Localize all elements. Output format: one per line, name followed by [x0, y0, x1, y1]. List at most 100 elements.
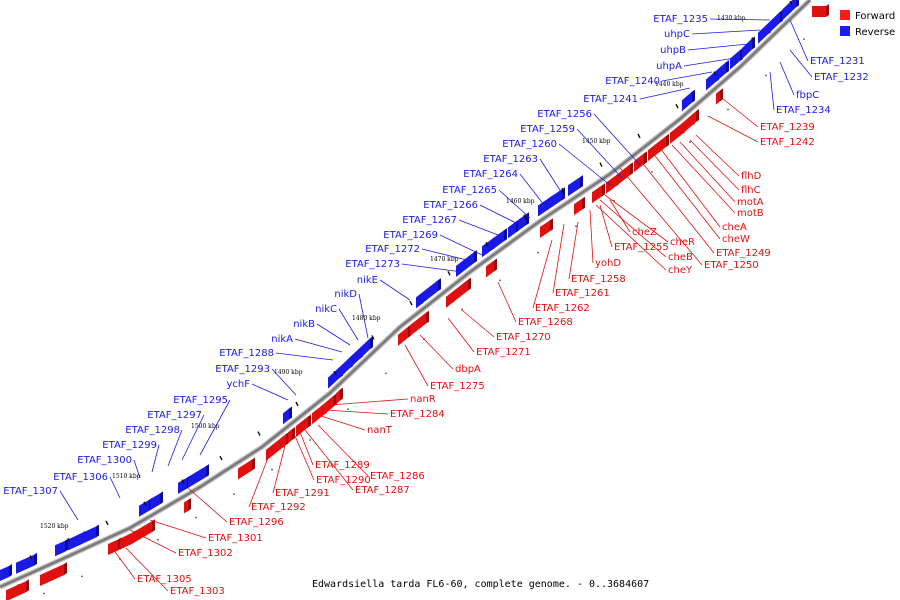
gene-label[interactable]: motB	[737, 208, 764, 219]
forward-gene[interactable]	[108, 539, 118, 556]
reverse-gene[interactable]	[350, 347, 360, 369]
reverse-gene[interactable]	[188, 466, 206, 489]
gene-label[interactable]: ETAF_1300	[77, 455, 132, 466]
gene-label[interactable]: ETAF_1305	[137, 574, 192, 585]
reverse-gene[interactable]	[178, 477, 187, 494]
gene-label[interactable]: ETAF_1263	[483, 154, 538, 165]
reverse-gene[interactable]	[492, 230, 504, 250]
gene-label[interactable]: cheB	[668, 252, 693, 263]
reverse-gene[interactable]	[768, 11, 780, 35]
gene-label[interactable]: ETAF_1261	[555, 288, 610, 299]
gene-label[interactable]: flhC	[741, 185, 761, 196]
reverse-gene[interactable]	[730, 50, 740, 70]
gene-label[interactable]: cheW	[722, 234, 750, 245]
reverse-gene[interactable]	[538, 197, 550, 217]
forward-gene[interactable]	[486, 260, 494, 278]
forward-gene[interactable]	[812, 6, 826, 17]
gene-label[interactable]: ETAF_1296	[229, 517, 284, 528]
gene-label[interactable]: ETAF_1307	[3, 486, 58, 497]
gene-label[interactable]: ETAF_1302	[178, 548, 233, 559]
reverse-gene[interactable]	[328, 366, 340, 389]
gene-label[interactable]: ETAF_1298	[125, 425, 180, 436]
gene-label[interactable]: ETAF_1273	[345, 259, 400, 270]
reverse-gene[interactable]	[716, 62, 726, 82]
forward-gene[interactable]	[540, 220, 550, 238]
forward-gene[interactable]	[288, 429, 292, 444]
gene-label[interactable]: ETAF_1306	[53, 472, 108, 483]
reverse-gene[interactable]	[55, 540, 65, 557]
gene-label[interactable]: fbpC	[796, 90, 819, 101]
gene-label[interactable]: ETAF_1288	[219, 348, 274, 359]
forward-gene[interactable]	[592, 185, 602, 204]
gene-label[interactable]: ETAF_1260	[502, 139, 557, 150]
gene-label[interactable]: cheZ	[632, 227, 657, 238]
gene-label[interactable]: ETAF_1286	[370, 471, 425, 482]
gene-label[interactable]: flhD	[741, 171, 762, 182]
gene-label[interactable]: nikC	[315, 304, 337, 315]
forward-gene[interactable]	[6, 585, 16, 600]
forward-gene[interactable]	[336, 389, 340, 405]
gene-label[interactable]: dbpA	[455, 364, 481, 375]
forward-gene[interactable]	[634, 153, 644, 173]
gene-label[interactable]: uhpC	[664, 29, 690, 40]
forward-gene[interactable]	[616, 164, 630, 187]
gene-label[interactable]: uhpB	[660, 45, 686, 56]
forward-gene[interactable]	[266, 437, 282, 461]
gene-label[interactable]: ETAF_1267	[402, 215, 457, 226]
forward-gene[interactable]	[40, 564, 64, 586]
gene-label[interactable]: ychF	[226, 379, 250, 390]
gene-label[interactable]: ETAF_1272	[365, 244, 420, 255]
gene-label[interactable]: motA	[737, 197, 764, 208]
forward-gene[interactable]	[296, 416, 308, 437]
reverse-gene[interactable]	[550, 189, 562, 209]
gene-label[interactable]: ETAF_1284	[390, 409, 445, 420]
reverse-gene[interactable]	[420, 280, 438, 306]
reverse-gene[interactable]	[340, 357, 350, 378]
gene-label[interactable]: ETAF_1292	[251, 502, 306, 513]
gene-label[interactable]: ETAF_1235	[653, 14, 708, 25]
gene-label[interactable]: ETAF_1241	[583, 94, 638, 105]
gene-label[interactable]: ETAF_1287	[355, 485, 410, 496]
gene-label[interactable]: ETAF_1303	[170, 586, 225, 597]
reverse-gene[interactable]	[78, 526, 96, 546]
forward-gene[interactable]	[648, 136, 666, 162]
reverse-gene[interactable]	[456, 252, 474, 277]
gene-label[interactable]: nanT	[367, 425, 393, 436]
gene-label[interactable]: nanR	[410, 394, 436, 405]
gene-label[interactable]: nikB	[293, 319, 315, 330]
gene-label[interactable]: ETAF_1240	[605, 76, 660, 87]
gene-label[interactable]: uhpA	[656, 61, 682, 72]
reverse-gene[interactable]	[758, 23, 768, 44]
gene-label[interactable]: ETAF_1293	[215, 364, 270, 375]
forward-gene[interactable]	[446, 292, 452, 308]
gene-label[interactable]: ETAF_1232	[814, 72, 869, 83]
reverse-gene[interactable]	[482, 238, 492, 258]
gene-label[interactable]: ETAF_1299	[102, 440, 157, 451]
gene-label[interactable]: ETAF_1256	[537, 109, 592, 120]
gene-label[interactable]: cheA	[722, 222, 747, 233]
gene-label[interactable]: ETAF_1289	[315, 460, 370, 471]
gene-label[interactable]: ETAF_1269	[383, 230, 438, 241]
reverse-gene[interactable]	[782, 0, 796, 21]
gene-label[interactable]: ETAF_1275	[430, 381, 485, 392]
reverse-gene[interactable]	[416, 294, 420, 309]
gene-label[interactable]: ETAF_1259	[520, 124, 575, 135]
reverse-gene[interactable]	[283, 408, 289, 425]
forward-gene[interactable]	[120, 532, 132, 550]
gene-label[interactable]: cheY	[668, 265, 693, 276]
reverse-gene[interactable]	[139, 499, 149, 517]
gene-label[interactable]: ETAF_1264	[463, 169, 518, 180]
reverse-gene[interactable]	[16, 554, 34, 574]
forward-gene[interactable]	[282, 433, 286, 449]
gene-label[interactable]: ETAF_1271	[476, 347, 531, 358]
gene-label[interactable]: ETAF_1290	[316, 475, 371, 486]
forward-gene[interactable]	[682, 114, 692, 135]
reverse-gene[interactable]	[360, 338, 370, 359]
forward-gene[interactable]	[312, 403, 324, 425]
gene-label[interactable]: nikE	[357, 275, 378, 286]
reverse-gene[interactable]	[508, 221, 516, 239]
forward-gene[interactable]	[132, 521, 152, 544]
reverse-gene[interactable]	[568, 177, 580, 197]
forward-gene[interactable]	[574, 198, 582, 216]
gene-label[interactable]: ETAF_1297	[147, 410, 202, 421]
